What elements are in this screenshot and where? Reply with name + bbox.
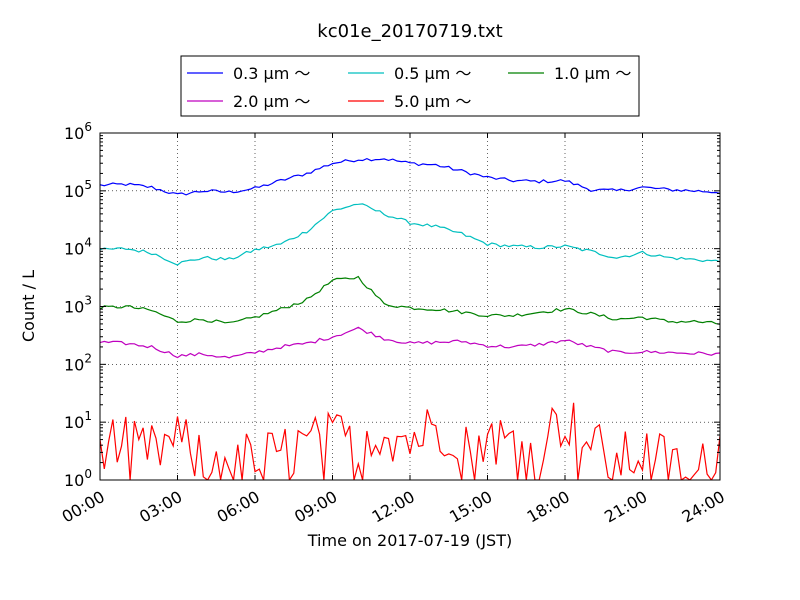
x-tick-label: 12:00 [369, 487, 418, 527]
y-tick-label: 102 [64, 351, 92, 374]
y-tick-label: 100 [64, 467, 92, 490]
x-tick-label: 00:00 [59, 487, 108, 527]
legend-label: 2.0 μm ～ [233, 92, 310, 111]
y-axis-label: Count / L [19, 270, 38, 342]
x-tick-label: 03:00 [136, 487, 185, 527]
y-tick-exponent: 1 [84, 409, 92, 423]
chart-title: kc01e_20170719.txt [317, 21, 502, 42]
series-line [100, 275, 720, 325]
y-tick-base: 10 [64, 124, 84, 143]
y-tick-exponent: 4 [84, 236, 92, 250]
y-tick-exponent: 0 [84, 467, 92, 481]
y-tick-base: 10 [64, 355, 84, 374]
y-tick-label: 104 [64, 236, 92, 259]
y-tick-exponent: 5 [84, 178, 92, 192]
tick-marks [99, 132, 721, 481]
x-tick-label: 09:00 [291, 487, 340, 527]
x-tick-labels: 00:00 03:00 06:00 09:00 12:00 15:00 18:00 21:00… [59, 487, 728, 527]
legend-label: 1.0 μm ～ [554, 64, 631, 83]
x-tick-label: 15:00 [446, 487, 495, 527]
y-tick-label: 103 [64, 294, 92, 317]
legend-label: 5.0 μm ～ [394, 92, 471, 111]
y-tick-label: 106 [64, 120, 92, 143]
y-tick-base: 10 [64, 298, 84, 317]
y-tick-base: 10 [64, 413, 84, 432]
legend-box [180, 55, 640, 117]
legend-label: 0.5 μm ～ [394, 64, 471, 83]
y-tick-exponent: 2 [84, 351, 92, 365]
legend-label: 0.3 μm ～ [233, 64, 310, 83]
x-tick-label: 21:00 [601, 487, 650, 527]
y-tick-base: 10 [64, 240, 84, 259]
series-line [100, 203, 720, 266]
series-line [100, 402, 720, 480]
legend: 0.3 μm ～ 0.5 μm ～ 1.0 μm ～ 2.0 μm ～ 5.0 μm ～ [180, 55, 640, 117]
x-tick-label: 06:00 [214, 487, 263, 527]
y-tick-exponent: 6 [84, 120, 92, 134]
x-tick-label: 18:00 [524, 487, 573, 527]
series-lines [100, 157, 720, 480]
y-tick-label: 105 [64, 178, 92, 201]
y-tick-label: 101 [64, 409, 92, 432]
grid-lines [100, 133, 720, 480]
series-line [100, 326, 720, 359]
series-line [100, 157, 720, 196]
y-tick-base: 10 [64, 182, 84, 201]
y-tick-exponent: 3 [84, 294, 92, 308]
x-axis-label: Time on 2017-07-19 (JST) [307, 531, 512, 550]
x-tick-label: 24:00 [679, 487, 728, 527]
y-tick-base: 10 [64, 471, 84, 490]
